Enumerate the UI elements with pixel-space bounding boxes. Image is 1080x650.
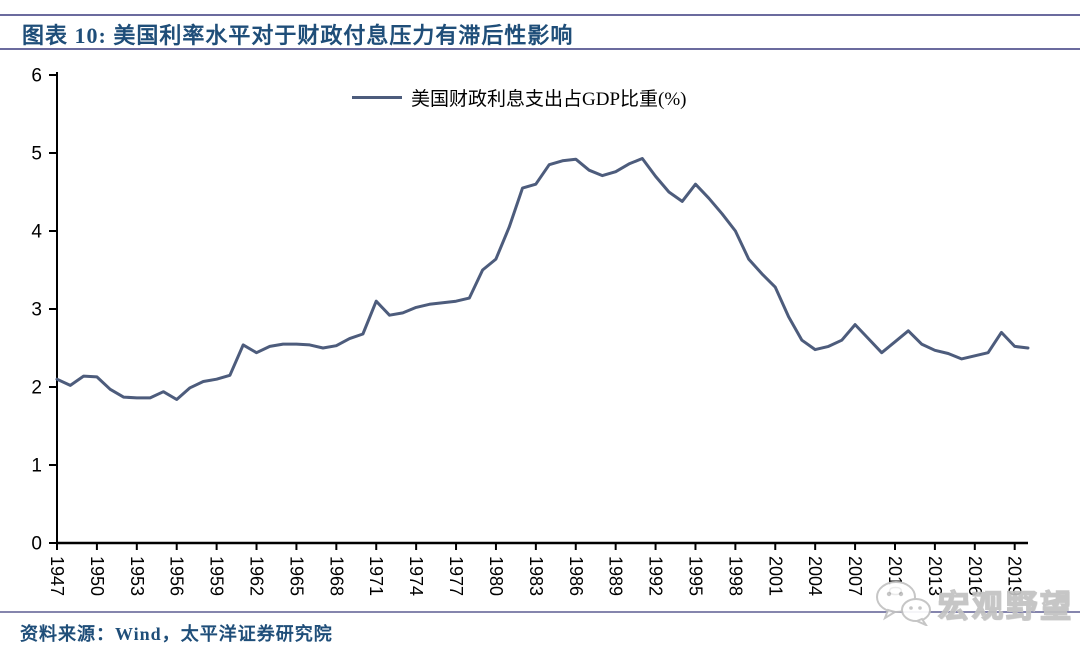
x-tick-label: 2004 (805, 556, 825, 596)
y-tick-label: 1 (31, 456, 42, 477)
x-tick-label: 1959 (207, 556, 227, 596)
x-tick-label: 1998 (725, 556, 745, 596)
title-bottom-rule (0, 48, 1080, 50)
x-tick-label: 1974 (406, 556, 426, 596)
x-tick-label: 1953 (127, 556, 147, 596)
y-tick-label: 2 (31, 378, 42, 399)
x-tick-label: 1950 (87, 556, 107, 596)
x-tick-label: 2007 (845, 556, 865, 596)
chart-legend: 美国财政利息支出占GDP比重(%) (352, 84, 687, 111)
x-tick-label: 2016 (965, 556, 985, 596)
x-tick-label: 2001 (765, 556, 785, 596)
series-line (55, 157, 1030, 401)
x-tick-label: 1986 (566, 556, 586, 596)
x-tick-label: 1989 (606, 556, 626, 596)
x-tick-label: 1977 (446, 556, 466, 596)
x-tick-label: 1980 (486, 556, 506, 596)
y-tick-label: 4 (31, 222, 42, 243)
y-tick-label: 3 (31, 300, 42, 321)
legend-label: 美国财政利息支出占GDP比重(%) (411, 89, 687, 110)
x-tick-label: 1983 (526, 556, 546, 596)
x-tick-label: 1956 (167, 556, 187, 596)
y-tick-label: 6 (31, 66, 42, 87)
x-tick-label: 1962 (247, 556, 267, 596)
x-tick-label: 2019 (1005, 556, 1025, 596)
y-tick-label: 5 (31, 144, 42, 165)
figure-title: 图表 10: 美国利率水平对于财政付息压力有滞后性影响 (22, 23, 574, 48)
x-tick-label: 1995 (685, 556, 705, 596)
legend-line-swatch (352, 96, 402, 99)
x-tick-label: 1971 (366, 556, 386, 596)
footer-rule (0, 611, 1080, 613)
x-tick-label: 2010 (885, 556, 905, 596)
title-top-rule (0, 14, 1080, 16)
source-note: 资料来源：Wind，太平洋证券研究院 (20, 624, 333, 644)
x-tick-label: 1965 (286, 556, 306, 596)
y-tick-label: 0 (31, 534, 42, 555)
x-tick-label: 2013 (925, 556, 945, 596)
x-tick-label: 1968 (326, 556, 346, 596)
x-tick-label: 1992 (646, 556, 666, 596)
x-tick-label: 1947 (47, 556, 67, 596)
